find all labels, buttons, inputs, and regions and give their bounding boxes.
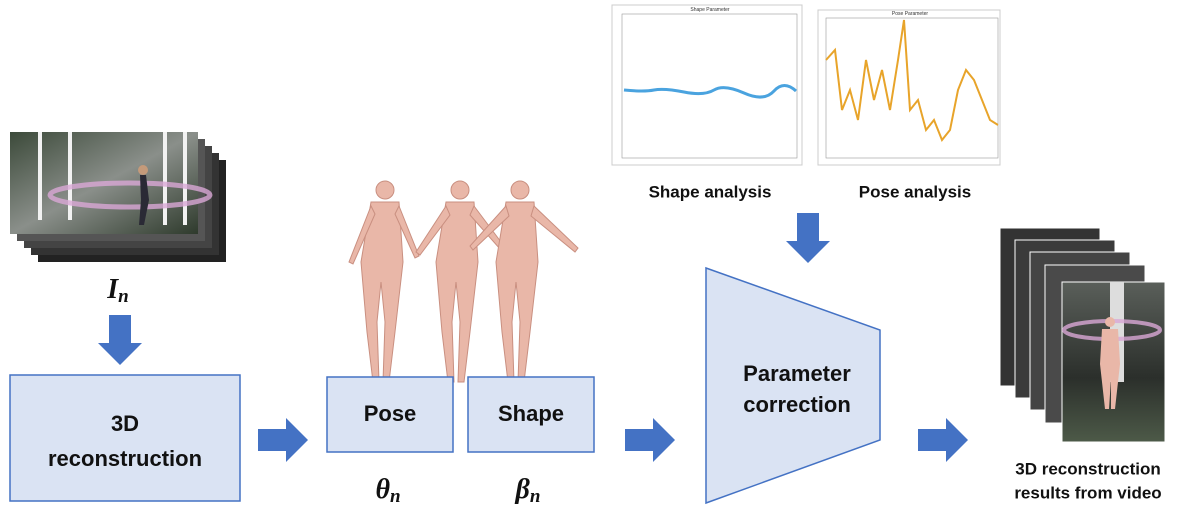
shape-symbol: βn xyxy=(515,474,541,506)
shape-plot: Shape Parameter xyxy=(611,4,803,166)
shape-label: Shape xyxy=(498,401,564,426)
reconstruction-box xyxy=(9,374,241,502)
pose-caption: Pose analysis xyxy=(859,182,971,201)
correction-label: Parameter xyxy=(743,361,851,386)
shape-box xyxy=(467,376,595,453)
pose-box xyxy=(326,376,454,453)
correction-label: correction xyxy=(743,392,851,417)
arrow-right xyxy=(258,418,308,462)
output-caption: results from video xyxy=(1014,483,1161,502)
pose-plot: Pose Parameter xyxy=(817,9,1001,166)
pose-symbol: θn xyxy=(375,474,400,506)
arrow-right xyxy=(918,418,968,462)
shape-caption: Shape analysis xyxy=(649,182,772,201)
reconstruction-label: 3D xyxy=(111,411,139,436)
plot-title: Shape Parameter xyxy=(690,7,730,13)
output-caption: 3D reconstruction xyxy=(1015,459,1160,478)
plot-title: Pose Parameter xyxy=(892,11,928,17)
correction-trapezoid xyxy=(705,266,881,505)
output-frames xyxy=(999,227,1166,443)
pose-label: Pose xyxy=(364,401,417,426)
arrow-down xyxy=(98,315,142,365)
body-meshes xyxy=(348,180,579,383)
arrow-right xyxy=(625,418,675,462)
reconstruction-label: reconstruction xyxy=(48,446,202,471)
input-symbol: In xyxy=(106,274,128,307)
input-frames xyxy=(10,132,226,262)
arrow-down xyxy=(786,213,830,263)
